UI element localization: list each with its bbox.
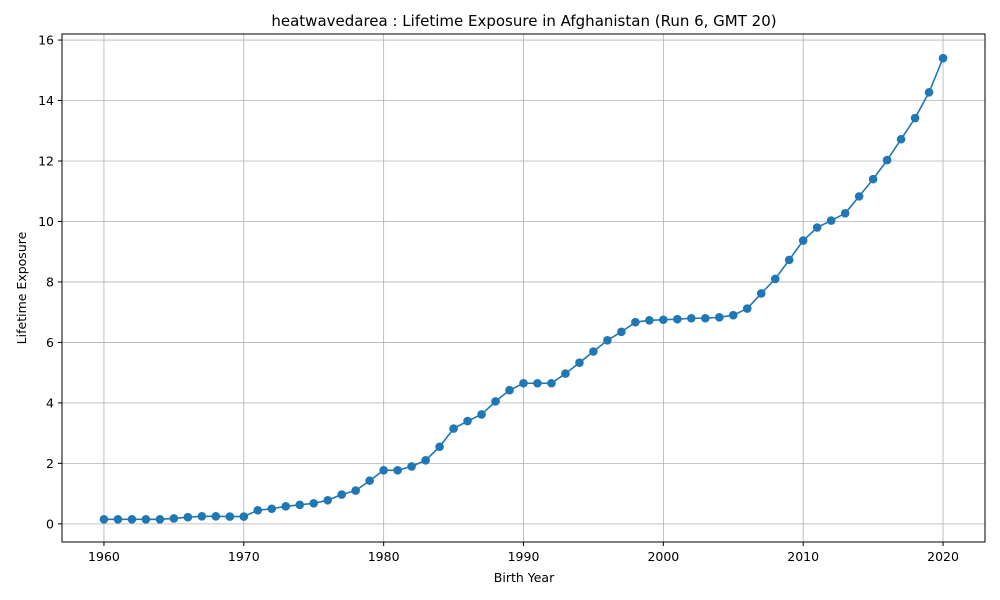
x-tick-label: 1990 <box>508 549 540 564</box>
data-point <box>673 314 682 324</box>
x-tick-label: 1970 <box>228 549 260 564</box>
data-point <box>491 397 500 406</box>
data-point <box>407 462 416 471</box>
data-point <box>868 174 878 184</box>
x-tick-label: 1960 <box>88 549 120 564</box>
data-point <box>701 313 710 323</box>
data-point <box>645 316 654 325</box>
data-point <box>449 424 458 433</box>
data-point <box>113 515 123 524</box>
data-point <box>197 512 207 521</box>
x-tick-label: 2000 <box>647 549 679 564</box>
data-point <box>840 209 850 218</box>
y-tick-label: 12 <box>38 154 54 169</box>
data-point <box>141 515 151 524</box>
data-point <box>910 113 920 123</box>
data-point <box>435 442 444 452</box>
data-point <box>155 515 165 524</box>
data-point <box>183 512 193 522</box>
data-point <box>351 486 360 495</box>
data-point <box>728 310 738 320</box>
data-point <box>127 515 137 524</box>
data-point <box>617 327 626 337</box>
data-point <box>99 515 109 524</box>
data-point <box>547 378 556 388</box>
x-tick-label: 2020 <box>927 549 959 564</box>
data-point <box>784 255 794 265</box>
data-point <box>267 504 277 514</box>
data-point <box>421 456 430 465</box>
data-point <box>169 514 179 523</box>
data-point <box>379 466 388 475</box>
data-point <box>211 512 221 521</box>
data-point <box>812 223 822 232</box>
data-point <box>505 385 514 395</box>
y-tick-label: 8 <box>46 274 54 289</box>
data-point <box>631 317 640 327</box>
data-point <box>393 466 402 475</box>
data-point <box>938 53 948 63</box>
data-point <box>323 495 333 505</box>
data-point <box>519 378 528 388</box>
data-point <box>253 505 263 515</box>
data-point <box>365 476 374 485</box>
data-point <box>225 512 235 521</box>
x-axis-label: Birth Year <box>494 570 555 585</box>
data-point <box>463 416 472 426</box>
data-point <box>924 88 934 97</box>
data-point <box>687 313 696 323</box>
y-tick-label: 0 <box>46 516 54 531</box>
data-point <box>756 289 766 298</box>
data-point <box>337 490 347 499</box>
data-point <box>239 512 249 521</box>
data-point <box>295 500 305 510</box>
data-point <box>714 313 724 322</box>
x-tick-label: 2010 <box>787 549 819 564</box>
y-tick-label: 4 <box>46 395 54 410</box>
data-point <box>742 304 752 313</box>
y-axis-label: Lifetime Exposure <box>14 231 29 344</box>
series <box>99 53 948 524</box>
axes: 1960 1970 1980 1990 2000 2010 2020 0 2 4 6 8 10 12 14 1… <box>38 33 986 564</box>
data-point <box>575 358 584 367</box>
data-point <box>309 499 319 508</box>
y-tick-label: 10 <box>38 214 54 229</box>
y-tick-label: 6 <box>46 335 54 350</box>
y-tick-label: 14 <box>38 93 54 108</box>
y-tick-label: 2 <box>46 456 54 471</box>
data-point <box>477 410 486 419</box>
data-point <box>896 134 906 144</box>
data-point <box>659 315 668 325</box>
data-point <box>770 274 780 284</box>
data-point <box>561 369 570 378</box>
data-point <box>281 502 291 511</box>
data-point <box>826 216 836 225</box>
data-point <box>854 192 864 201</box>
data-point <box>882 155 892 165</box>
y-tick-label: 16 <box>38 33 54 48</box>
data-point <box>589 347 598 356</box>
data-point <box>798 236 808 245</box>
x-tick-label: 1980 <box>368 549 400 564</box>
chart-title: heatwavedarea : Lifetime Exposure in Afg… <box>271 12 776 30</box>
data-point <box>533 378 542 388</box>
data-point <box>603 336 612 345</box>
